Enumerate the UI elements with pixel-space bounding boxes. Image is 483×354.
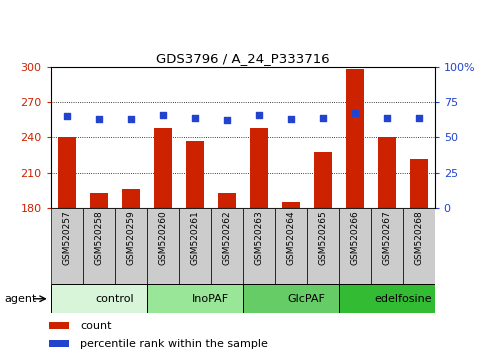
Bar: [410, 159, 427, 208]
Text: GSM520258: GSM520258: [94, 210, 103, 265]
Bar: [147, 284, 243, 313]
Bar: [339, 208, 371, 284]
Text: agent: agent: [5, 294, 37, 304]
Text: GSM520264: GSM520264: [286, 210, 295, 265]
Point: [127, 116, 135, 122]
Bar: [186, 141, 203, 208]
Bar: [339, 284, 435, 313]
Point: [191, 115, 199, 120]
Bar: [154, 128, 171, 208]
Text: GSM520268: GSM520268: [414, 210, 423, 265]
Bar: [115, 208, 147, 284]
Bar: [371, 208, 403, 284]
Bar: [49, 340, 69, 348]
Bar: [179, 208, 211, 284]
Bar: [378, 137, 396, 208]
Text: edelfosine: edelfosine: [374, 294, 431, 304]
Text: GlcPAF: GlcPAF: [288, 294, 326, 304]
Bar: [275, 208, 307, 284]
Text: count: count: [80, 321, 112, 331]
Point: [415, 115, 423, 120]
Text: GSM520265: GSM520265: [318, 210, 327, 265]
Point: [95, 116, 102, 122]
Point: [383, 115, 391, 120]
Title: GDS3796 / A_24_P333716: GDS3796 / A_24_P333716: [156, 52, 329, 65]
Text: control: control: [96, 294, 134, 304]
Point: [63, 113, 71, 119]
Bar: [243, 208, 275, 284]
Bar: [51, 284, 147, 313]
Text: GSM520259: GSM520259: [126, 210, 135, 265]
Bar: [147, 208, 179, 284]
Bar: [314, 152, 331, 208]
Bar: [307, 208, 339, 284]
Text: GSM520266: GSM520266: [350, 210, 359, 265]
Point: [351, 110, 358, 116]
Bar: [90, 193, 108, 208]
Bar: [282, 202, 299, 208]
Text: GSM520262: GSM520262: [222, 210, 231, 265]
Bar: [218, 193, 236, 208]
Text: InoPAF: InoPAF: [192, 294, 229, 304]
Bar: [211, 208, 242, 284]
Bar: [49, 322, 69, 329]
Bar: [250, 128, 268, 208]
Bar: [346, 69, 364, 208]
Point: [159, 112, 167, 118]
Text: GSM520263: GSM520263: [254, 210, 263, 265]
Point: [255, 112, 263, 118]
Bar: [83, 208, 115, 284]
Bar: [122, 189, 140, 208]
Text: GSM520260: GSM520260: [158, 210, 167, 265]
Text: GSM520257: GSM520257: [62, 210, 71, 265]
Bar: [58, 137, 75, 208]
Bar: [51, 208, 83, 284]
Point: [287, 116, 295, 122]
Text: GSM520261: GSM520261: [190, 210, 199, 265]
Text: percentile rank within the sample: percentile rank within the sample: [80, 339, 268, 349]
Point: [223, 118, 230, 123]
Bar: [403, 208, 435, 284]
Bar: [243, 284, 339, 313]
Point: [319, 115, 327, 120]
Text: GSM520267: GSM520267: [382, 210, 391, 265]
